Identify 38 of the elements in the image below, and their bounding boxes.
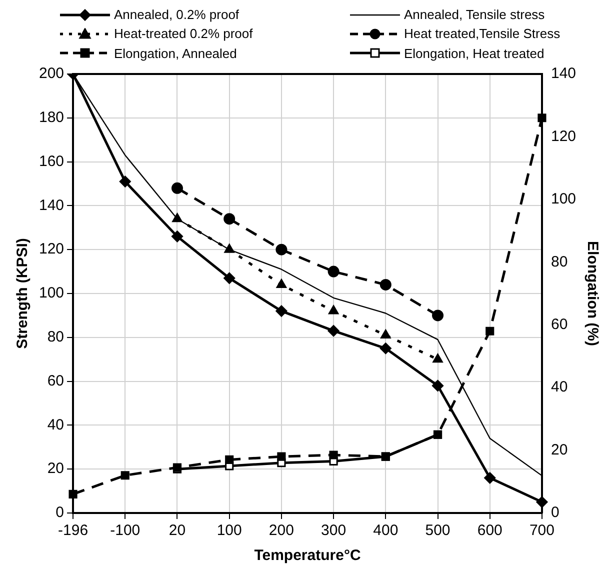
y2-axis-title: Elongation (%) [584,241,601,346]
x-tick-label: 20 [168,522,186,540]
legend-label: Elongation, Annealed [114,46,237,61]
x-tick-label: -196 [58,522,88,540]
legend-label: Heat treated,Tensile Stress [404,26,560,42]
y-tick-label: 60 [47,372,64,390]
y-tick-label: 40 [47,416,64,434]
y-tick-label: 140 [38,196,64,214]
x-tick-label: 600 [477,522,502,540]
y-tick-label: 120 [38,240,64,258]
x-axis-title: Temperature°C [254,547,361,564]
legend-label: Heat-treated 0.2% proof [114,26,253,42]
y2-tick-label: 20 [550,441,568,458]
y2-tick-label: 120 [550,128,576,145]
y2-tick-label: 40 [550,378,568,396]
x-tick-label: 100 [216,522,242,540]
x-tick-label: 500 [425,522,450,540]
x-tick-label: 400 [373,522,398,540]
y-tick-label: 100 [38,284,64,302]
y-tick-label: 200 [38,65,64,82]
y-tick-label: 20 [47,460,64,478]
legend-label: Elongation, Heat treated [404,46,544,61]
x-tick-label: 700 [529,522,554,540]
y2-tick-label: 60 [550,316,568,333]
legend-label: Annealed, Tensile stress [404,7,545,22]
y-tick-label: 160 [38,152,64,170]
x-tick-label: 200 [268,522,294,540]
y-axis-title: Strength (KPSI) [14,238,32,349]
legend-label: Annealed, 0.2% proof [114,7,240,22]
y-tick-label: 180 [38,109,64,126]
y-tick-label: 0 [56,504,64,522]
y2-tick-label: 80 [550,253,568,270]
y2-tick-label: 140 [550,65,576,82]
y-tick-label: 80 [47,328,64,346]
x-tick-label: 300 [321,522,346,540]
x-tick-label: -100 [110,522,140,540]
y2-tick-label: 0 [550,504,560,522]
y2-tick-label: 100 [550,190,576,208]
